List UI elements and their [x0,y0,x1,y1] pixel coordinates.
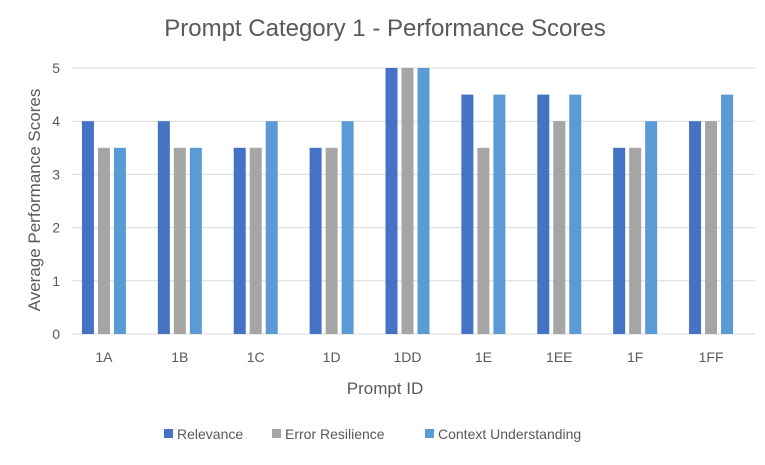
legend-swatch [164,429,173,438]
legend-swatch [425,429,434,438]
bar-error-resilience-1c [249,147,262,334]
bar-error-resilience-1dd [401,68,414,334]
y-tick-label: 2 [52,220,60,236]
x-tick-label: 1C [247,349,265,365]
legend-label: Error Resilience [285,426,385,442]
bar-error-resilience-1a [97,147,110,334]
y-tick-label: 4 [52,113,60,129]
bar-error-resilience-1ee [553,121,566,334]
legend-item-error-resilience: Error Resilience [272,426,385,442]
bar-context-understanding-1b [189,147,202,334]
bar-relevance-1ee [537,94,550,334]
bar-error-resilience-1b [173,147,186,334]
x-axis-ticks: 1A 1B 1C 1D 1DD 1E 1EE 1F 1FF [95,349,723,365]
x-tick-label: 1F [627,349,643,365]
bar-context-understanding-1ff [721,94,734,334]
bar-context-understanding-1e [493,94,506,334]
legend-item-relevance: Relevance [164,426,243,442]
bars [81,68,734,334]
bar-error-resilience-1f [629,147,642,334]
bar-relevance-1a [81,121,94,334]
y-axis-label: Average Performance Scores [25,89,44,312]
bar-error-resilience-1e [477,147,490,334]
bar-relevance-1b [157,121,170,334]
bar-relevance-1dd [385,68,398,334]
legend-label: Relevance [177,426,243,442]
bar-context-understanding-1f [645,121,658,334]
x-tick-label: 1FF [699,349,724,365]
bar-error-resilience-1d [325,147,338,334]
y-tick-label: 0 [52,326,60,342]
x-tick-label: 1E [475,349,492,365]
y-tick-label: 5 [52,60,60,76]
x-tick-label: 1A [95,349,113,365]
y-tick-label: 1 [52,273,60,289]
x-tick-label: 1DD [393,349,421,365]
x-tick-label: 1EE [546,349,572,365]
x-axis-label: Prompt ID [347,379,424,398]
bar-relevance-1ff [689,121,702,334]
legend-label: Context Understanding [438,426,581,442]
bar-context-understanding-1a [113,147,126,334]
y-tick-label: 3 [52,166,60,182]
bar-relevance-1e [461,94,474,334]
chart-title: Prompt Category 1 - Performance Scores [164,15,606,42]
bar-context-understanding-1dd [417,68,430,334]
legend-item-context-understanding: Context Understanding [425,426,581,442]
legend-swatch [272,429,281,438]
y-axis-ticks: 0 1 2 3 4 5 [52,60,60,342]
bar-relevance-1c [233,147,246,334]
bar-relevance-1f [613,147,626,334]
bar-context-understanding-1c [265,121,278,334]
bar-context-understanding-1d [341,121,354,334]
legend: Relevance Error Resilience Context Underst… [164,426,581,442]
bar-error-resilience-1ff [705,121,718,334]
x-tick-label: 1B [171,349,188,365]
bar-relevance-1d [309,147,322,334]
x-tick-label: 1D [323,349,341,365]
bar-context-understanding-1ee [569,94,582,334]
